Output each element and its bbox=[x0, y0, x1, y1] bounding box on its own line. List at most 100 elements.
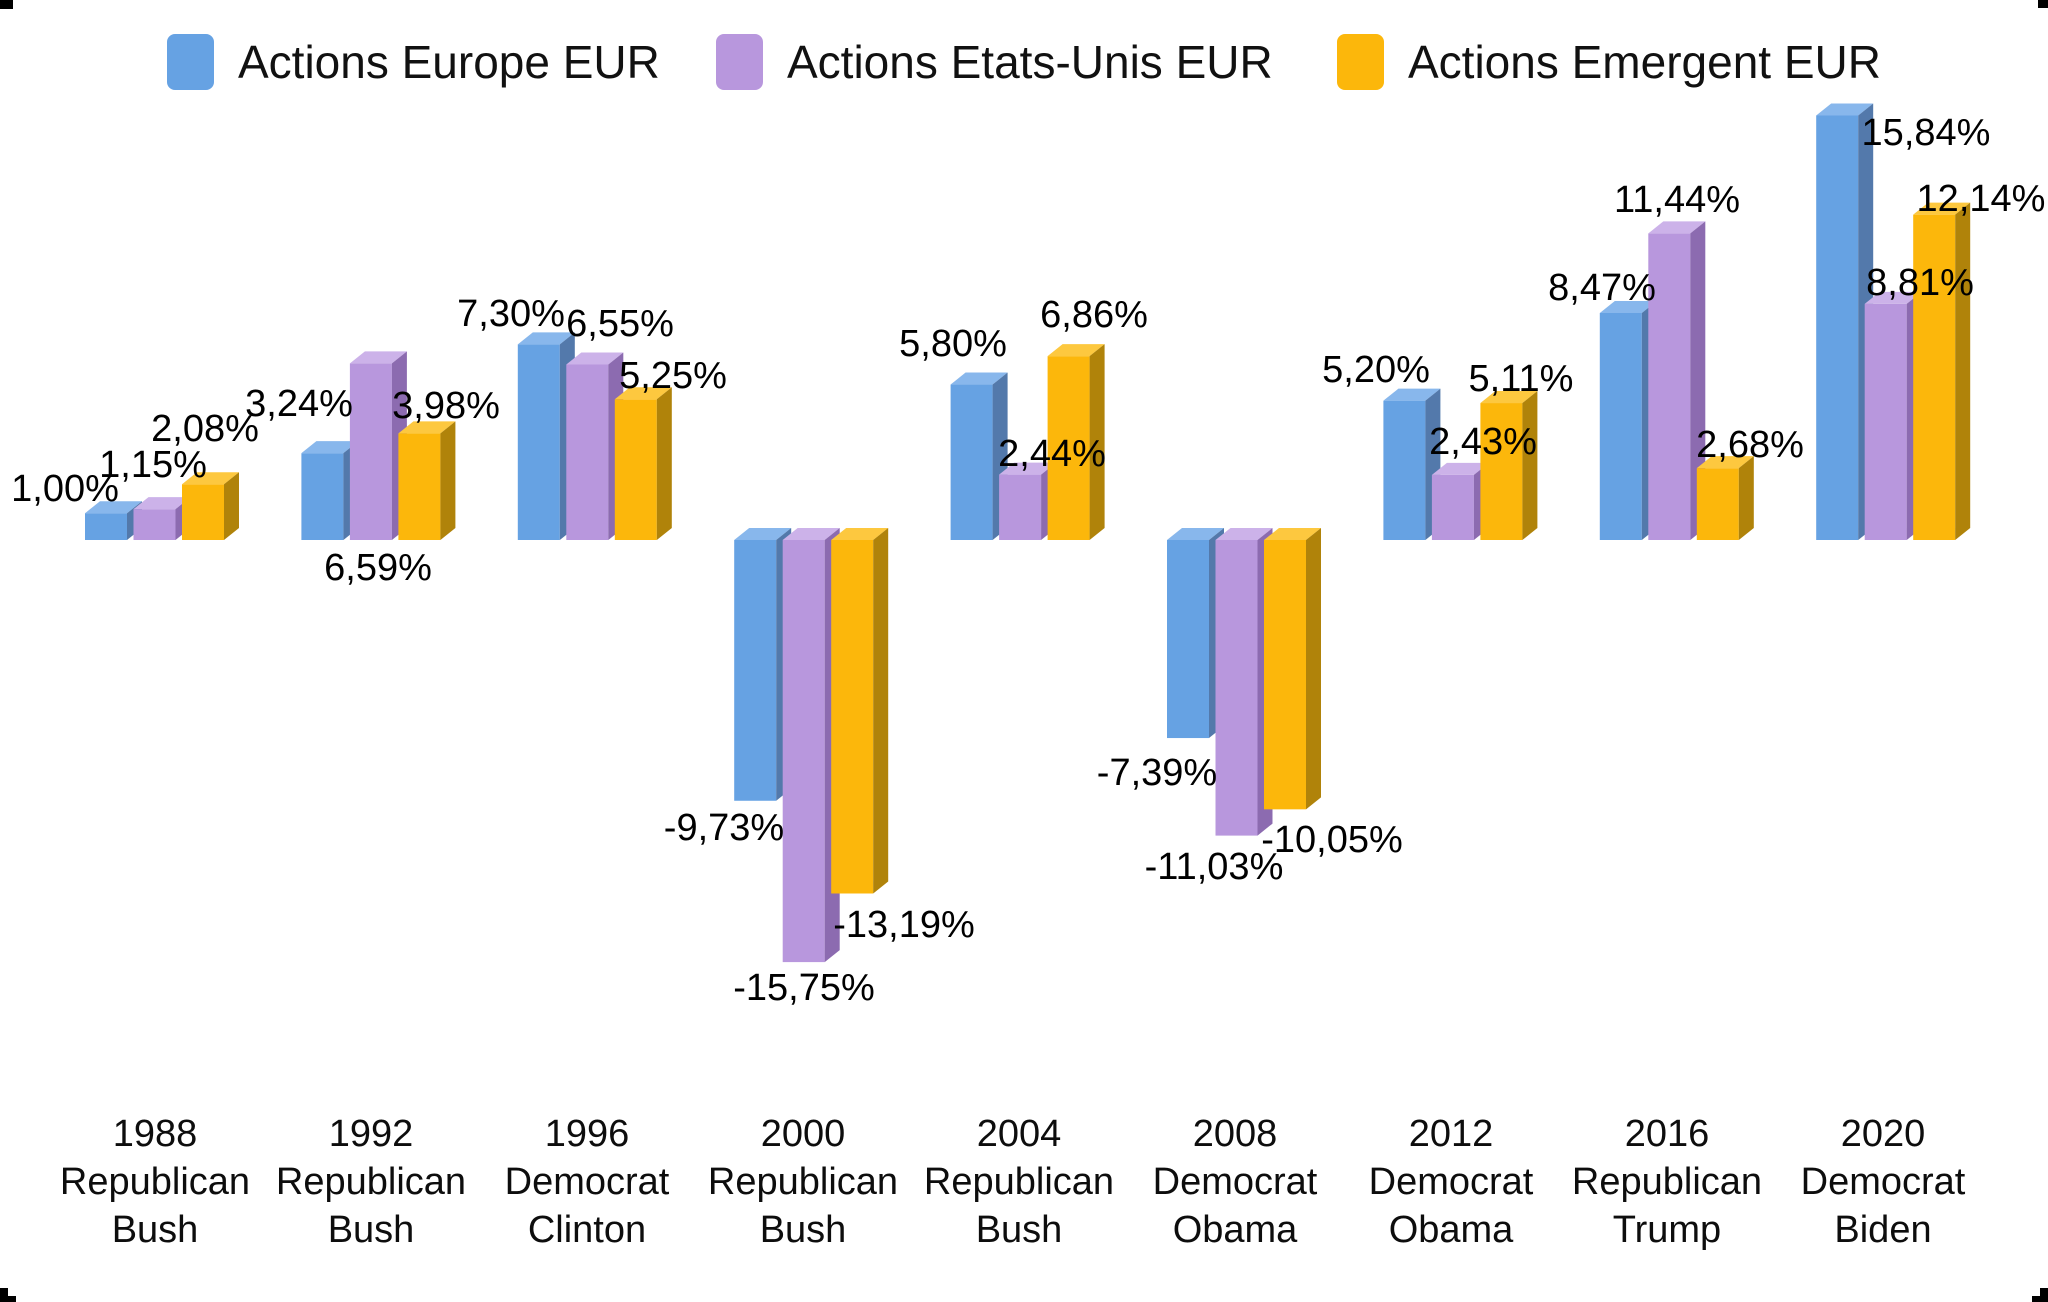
category-label-1988: 1988 Republican Bush bbox=[60, 1113, 250, 1251]
bar-top-face bbox=[999, 462, 1057, 475]
bar-group-2016 bbox=[1599, 221, 1754, 540]
category-president: Clinton bbox=[528, 1209, 646, 1251]
bar-front-face bbox=[950, 384, 993, 540]
bar-top-face bbox=[1816, 103, 1874, 116]
bar-top-face bbox=[950, 372, 1008, 385]
bar-actions-etats-unis-eur-1988 bbox=[133, 497, 191, 540]
bar-front-face bbox=[1480, 403, 1523, 540]
bar-front-face bbox=[133, 509, 176, 540]
bar-actions-europe-eur-2012 bbox=[1383, 388, 1441, 540]
legend-item-1: Actions Europe EUR bbox=[167, 34, 660, 90]
category-president: Bush bbox=[328, 1209, 415, 1251]
data-label-actions-emergent-eur-2012: 5,11% bbox=[1469, 358, 1574, 400]
bar-top-face bbox=[831, 528, 889, 540]
bar-top-face bbox=[614, 387, 672, 400]
category-party: Democrat bbox=[1801, 1161, 1966, 1203]
category-year: 2004 bbox=[977, 1113, 1062, 1155]
bar-top-face bbox=[1215, 528, 1273, 540]
bar-top-face bbox=[85, 501, 142, 514]
category-year: 2008 bbox=[1193, 1113, 1278, 1155]
data-label-actions-emergent-eur-2004: 6,86% bbox=[1040, 294, 1148, 336]
bar-group-2004 bbox=[950, 344, 1105, 540]
category-president: Bush bbox=[760, 1209, 847, 1251]
bar-side-face bbox=[440, 421, 456, 540]
bar-top-face bbox=[1599, 301, 1657, 314]
data-label-actions-europe-eur-2016: 8,47% bbox=[1548, 267, 1656, 309]
bar-actions-etats-unis-eur-1996 bbox=[566, 352, 624, 540]
legend-label: Actions Emergent EUR bbox=[1408, 36, 1881, 88]
data-label-actions-emergent-eur-2008: -10,05% bbox=[1261, 819, 1403, 861]
bar-top-face bbox=[1431, 462, 1489, 475]
data-label-actions-emergent-eur-1988: 2,08% bbox=[151, 408, 259, 450]
category-label-2004: 2004 Republican Bush bbox=[924, 1113, 1114, 1251]
category-label-1992: 1992 Republican Bush bbox=[276, 1113, 466, 1251]
legend-swatch-icon bbox=[1337, 34, 1384, 90]
bar-actions-europe-eur-2016 bbox=[1599, 301, 1657, 540]
data-label-actions-emergent-eur-2016: 2,68% bbox=[1696, 424, 1804, 466]
category-president: Obama bbox=[1389, 1209, 1514, 1251]
category-year: 1992 bbox=[329, 1113, 414, 1155]
category-year: 1988 bbox=[113, 1113, 198, 1155]
bar-group-2000 bbox=[734, 528, 889, 963]
bar-front-face bbox=[85, 513, 127, 540]
category-party: Republican bbox=[60, 1161, 250, 1203]
bar-front-face bbox=[1047, 356, 1090, 540]
category-party: Republican bbox=[924, 1161, 1114, 1203]
bar-group-1988 bbox=[85, 472, 239, 540]
bar-front-face bbox=[831, 540, 874, 894]
data-label-actions-europe-eur-1996: 7,30% bbox=[457, 293, 565, 335]
category-label-2016: 2016 Republican Trump bbox=[1572, 1113, 1762, 1251]
bar-top-face bbox=[1913, 202, 1971, 215]
data-label-actions-etats-unis-eur-1992: 6,59% bbox=[324, 547, 432, 589]
category-party: Democrat bbox=[1369, 1161, 1534, 1203]
category-year: 2012 bbox=[1409, 1113, 1494, 1155]
bar-top-face bbox=[1264, 528, 1321, 540]
data-label-actions-etats-unis-eur-1996: 6,55% bbox=[566, 303, 674, 345]
bar-group-1996 bbox=[517, 332, 672, 540]
bar-top-face bbox=[1696, 456, 1754, 469]
bar-front-face bbox=[782, 540, 825, 963]
bar-top-face bbox=[1167, 528, 1224, 540]
bar-front-face bbox=[999, 474, 1042, 540]
bar-front-face bbox=[1215, 540, 1258, 836]
bar-front-face bbox=[1696, 468, 1739, 540]
data-label-actions-europe-eur-2012: 5,20% bbox=[1322, 349, 1430, 391]
bar-actions-europe-eur-2004 bbox=[950, 372, 1008, 540]
bar-top-face bbox=[734, 528, 792, 540]
bar-front-face bbox=[517, 344, 560, 540]
bar-actions-europe-eur-1996 bbox=[517, 332, 575, 540]
bar-actions-emergent-eur-2000 bbox=[831, 528, 889, 894]
bar-top-face bbox=[1648, 221, 1706, 234]
bar-side-face bbox=[1306, 528, 1321, 810]
category-label-2000: 2000 Republican Bush bbox=[708, 1113, 898, 1251]
legend-swatch-icon bbox=[167, 34, 214, 90]
category-label-2012: 2012 Democrat Obama bbox=[1369, 1113, 1534, 1251]
bar-top-face bbox=[398, 421, 456, 434]
data-label-actions-emergent-eur-2020: 12,14% bbox=[1917, 178, 2046, 220]
bar-group-2020 bbox=[1816, 103, 1971, 540]
bar-front-face bbox=[1264, 540, 1306, 810]
data-label-actions-etats-unis-eur-2020: 8,81% bbox=[1866, 262, 1974, 304]
data-label-actions-etats-unis-eur-1988: 1,15% bbox=[99, 444, 207, 486]
data-label-actions-europe-eur-2004: 5,80% bbox=[899, 323, 1007, 365]
category-party: Democrat bbox=[505, 1161, 670, 1203]
bar-front-face bbox=[1599, 313, 1642, 540]
bar-actions-emergent-eur-1996 bbox=[614, 387, 672, 540]
bar-front-face bbox=[349, 363, 392, 540]
category-year: 2000 bbox=[761, 1113, 846, 1155]
bar-actions-etats-unis-eur-2012 bbox=[1431, 462, 1489, 540]
bar-actions-emergent-eur-2016 bbox=[1696, 456, 1754, 540]
category-president: Bush bbox=[976, 1209, 1063, 1251]
data-label-actions-emergent-eur-1992: 3,98% bbox=[392, 385, 500, 427]
bar-front-face bbox=[1913, 214, 1956, 540]
bar-front-face bbox=[1167, 540, 1209, 739]
bar-top-face bbox=[1047, 344, 1105, 357]
category-label-2008: 2008 Democrat Obama bbox=[1153, 1113, 1318, 1251]
bar-actions-etats-unis-eur-1992 bbox=[349, 351, 407, 540]
category-party: Republican bbox=[708, 1161, 898, 1203]
bar-front-face bbox=[182, 484, 224, 540]
bar-actions-europe-eur-1992 bbox=[301, 441, 359, 540]
bar-top-face bbox=[566, 352, 624, 365]
category-president: Biden bbox=[1834, 1209, 1931, 1251]
